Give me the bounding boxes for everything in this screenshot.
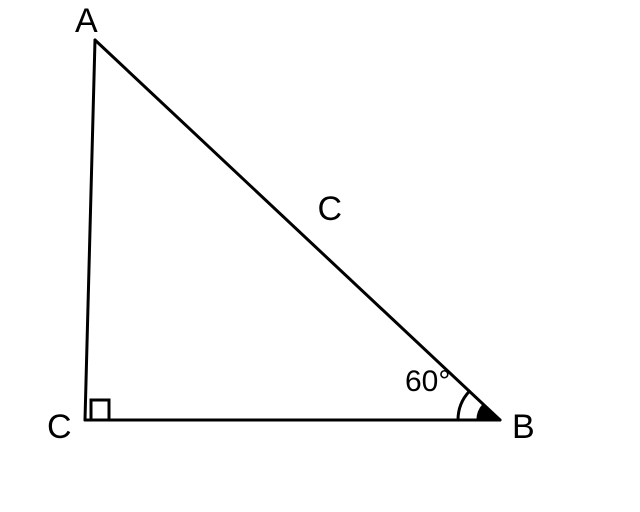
triangle-diagram <box>0 0 640 512</box>
vertex-b-label: B <box>512 408 535 447</box>
angle-b-label: 60° <box>405 365 450 399</box>
vertex-a-label: A <box>75 2 98 41</box>
hypotenuse-label: C <box>318 190 343 229</box>
vertex-c-label: C <box>47 408 72 447</box>
